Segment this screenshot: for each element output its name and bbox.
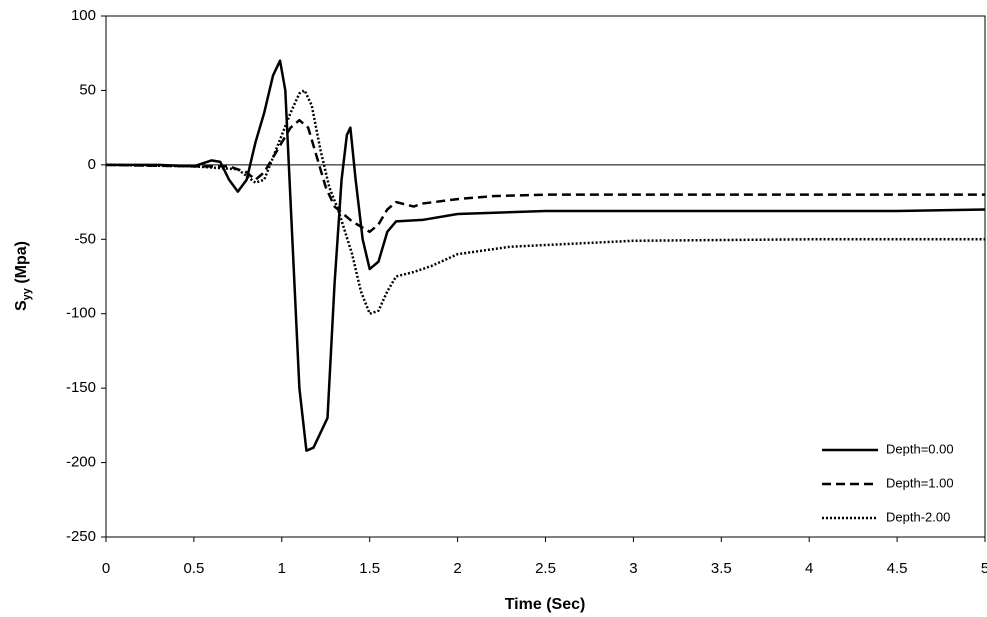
legend-label: Depth=0.00 [886,441,954,456]
series-line [105,118,985,234]
x-tick-label: 2.5 [535,560,556,577]
x-tick-label: 5 [981,560,987,577]
x-tick-label: 1 [278,560,286,577]
y-label-main: S [13,300,30,311]
x-tick-label: 1.5 [359,560,380,577]
series-line [106,59,986,452]
y-tick-label: 50 [79,81,96,98]
y-tick-label: 100 [71,7,96,24]
legend-label: Depth=1.00 [886,475,954,490]
legend-label: Depth-2.00 [886,509,950,524]
x-tick-label: 2 [453,560,461,577]
y-label-sub: yy [21,287,33,300]
x-axis-label: Time (Sec) [505,596,586,613]
x-tick-label: 0.5 [183,560,204,577]
x-tick-label: 3 [629,560,637,577]
y-axis-label: Syy (Mpa) [13,241,33,311]
x-tick-label: 3.5 [711,560,732,577]
y-tick-label: 0 [88,156,96,173]
y-tick-label: -250 [66,528,96,545]
x-tick-label: 4.5 [887,560,908,577]
series-line [105,89,985,315]
x-tick-label: 4 [805,560,813,577]
y-label-unit: (Mpa) [13,241,30,288]
y-tick-label: -50 [74,230,96,247]
y-tick-label: -100 [66,305,96,322]
x-tick-label: 0 [102,560,110,577]
y-tick-label: -150 [66,379,96,396]
plot-frame [105,15,986,538]
y-tick-label: -200 [66,454,96,471]
